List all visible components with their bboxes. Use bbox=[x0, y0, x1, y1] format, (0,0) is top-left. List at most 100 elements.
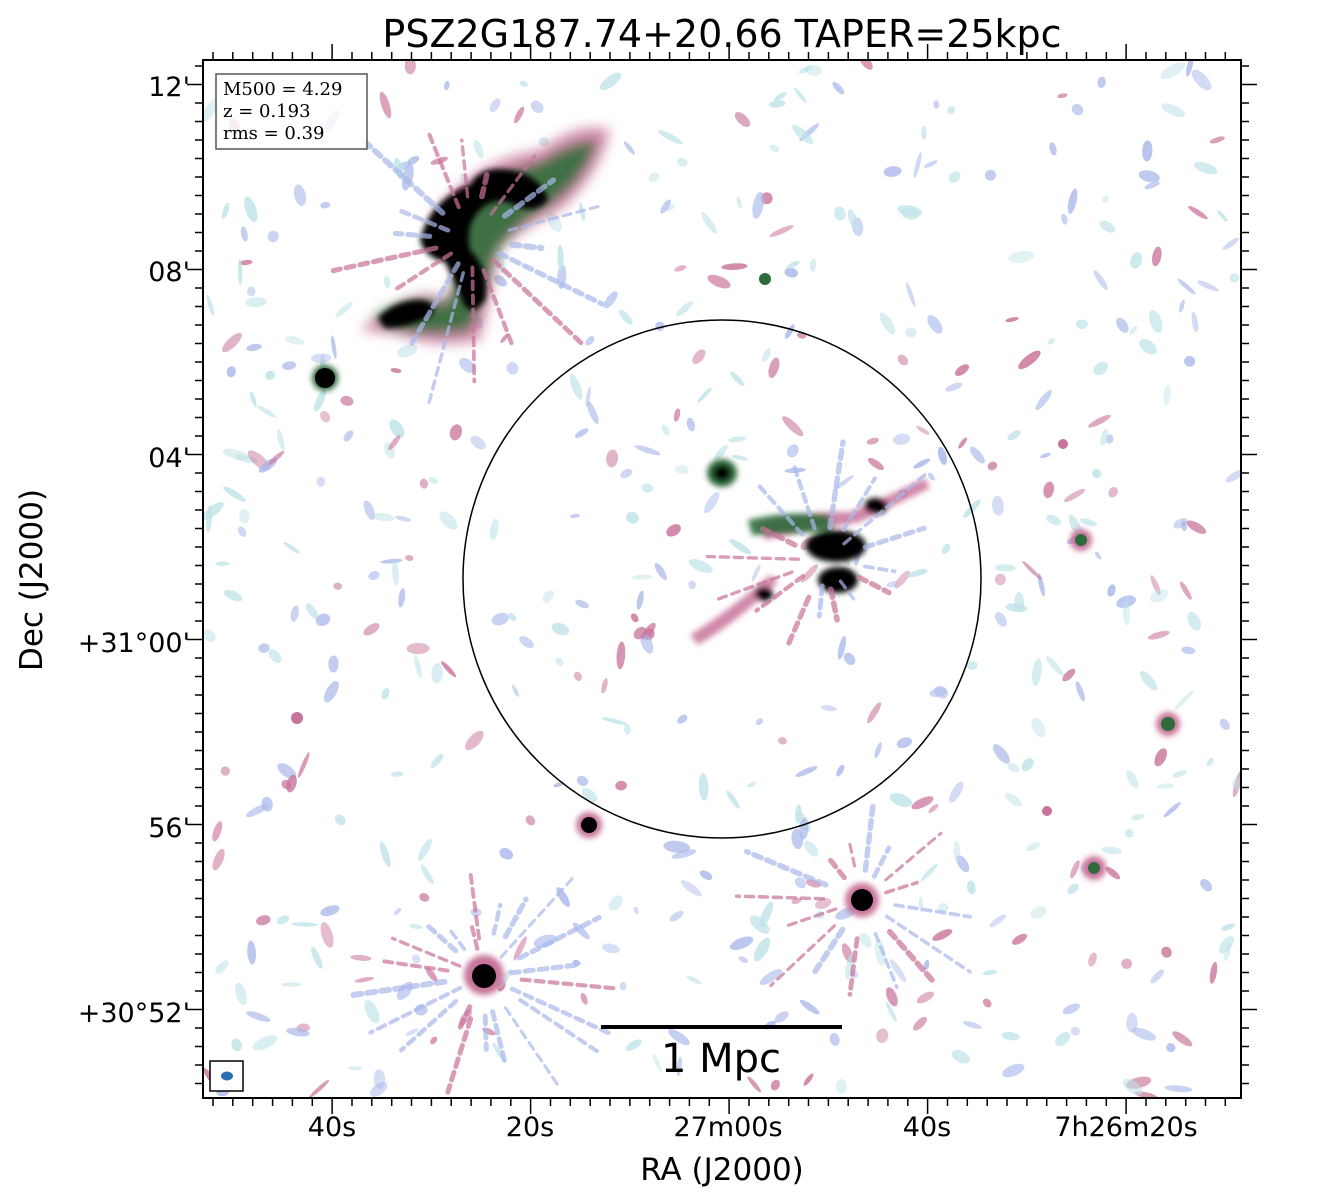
noise-blob bbox=[348, 1066, 363, 1071]
noise-blob bbox=[1191, 69, 1212, 91]
noise-blob bbox=[1197, 280, 1219, 292]
info-box: M500 = 4.29 z = 0.193 rms = 0.39 bbox=[215, 73, 368, 150]
noise-blob bbox=[928, 804, 939, 813]
noise-blob bbox=[363, 623, 380, 636]
noise-blob bbox=[1076, 319, 1088, 330]
noise-blob bbox=[1005, 792, 1023, 807]
noise-blob bbox=[759, 969, 782, 986]
noise-blob bbox=[1130, 252, 1143, 269]
noise-blob bbox=[911, 796, 934, 810]
artefact-spoke bbox=[754, 573, 806, 613]
noise-blob bbox=[398, 588, 406, 608]
noise-blob bbox=[1148, 309, 1163, 333]
noise-blob bbox=[896, 737, 913, 749]
noise-blob bbox=[762, 347, 771, 362]
noise-blob bbox=[555, 657, 564, 666]
noise-blob bbox=[513, 936, 527, 961]
noise-blob bbox=[786, 260, 800, 269]
noise-blob bbox=[1102, 195, 1109, 203]
noise-blob bbox=[1154, 748, 1168, 767]
noise-blob bbox=[792, 124, 814, 145]
noise-blob bbox=[224, 589, 243, 602]
noise-blob bbox=[405, 1028, 419, 1036]
noise-blob bbox=[992, 744, 1010, 764]
noise-blob bbox=[636, 590, 644, 610]
noise-blob bbox=[795, 766, 818, 777]
noise-blob bbox=[419, 893, 430, 902]
noise-blob bbox=[951, 1049, 970, 1064]
artefact-spoke bbox=[481, 268, 516, 350]
noise-blob bbox=[603, 291, 618, 309]
noise-blob bbox=[320, 922, 334, 948]
noise-blob bbox=[794, 804, 802, 824]
noise-blob bbox=[994, 573, 1006, 586]
noise-blob bbox=[738, 956, 749, 963]
noise-blob bbox=[982, 998, 992, 1008]
noise-blob bbox=[704, 492, 720, 514]
noise-blob bbox=[634, 445, 661, 456]
noise-blob bbox=[916, 426, 930, 435]
noise-blob bbox=[419, 478, 429, 489]
noise-blob bbox=[876, 1028, 889, 1044]
noise-blob bbox=[1075, 681, 1085, 702]
artefact-spoke bbox=[824, 853, 847, 881]
noise-blob bbox=[885, 1001, 897, 1023]
noise-blob bbox=[323, 680, 339, 703]
noise-blob bbox=[1218, 936, 1235, 954]
noise-blob bbox=[222, 332, 242, 353]
artefact-spoke bbox=[791, 462, 817, 531]
noise-blob bbox=[728, 436, 746, 443]
noise-blob bbox=[335, 301, 353, 318]
noise-blob bbox=[212, 848, 225, 871]
noise-blob bbox=[256, 915, 271, 926]
noise-blob bbox=[226, 366, 236, 378]
artefact-spoke bbox=[501, 177, 557, 219]
noise-blob bbox=[1079, 518, 1098, 527]
noise-blob bbox=[328, 655, 339, 673]
noise-blob bbox=[601, 717, 628, 725]
noise-blob bbox=[800, 564, 819, 583]
artefact-spoke bbox=[886, 928, 938, 986]
noise-blob bbox=[707, 274, 731, 289]
noise-blob bbox=[293, 184, 307, 206]
noise-blob bbox=[240, 226, 248, 242]
noise-blob bbox=[277, 915, 290, 925]
artefact-spoke bbox=[841, 476, 877, 532]
noise-blob bbox=[380, 558, 403, 564]
noise-blob bbox=[1144, 181, 1160, 190]
artefact-spoke bbox=[827, 439, 846, 531]
noise-blob bbox=[409, 924, 423, 930]
noise-blob bbox=[394, 907, 402, 916]
artefact-spoke bbox=[502, 896, 529, 940]
noise-blob bbox=[237, 526, 247, 537]
noise-blob bbox=[661, 424, 670, 436]
noise-blob bbox=[585, 386, 591, 407]
noise-blob bbox=[1193, 161, 1218, 175]
noise-blob bbox=[276, 428, 285, 451]
noise-blob bbox=[206, 294, 214, 316]
noise-blob bbox=[859, 932, 872, 948]
noise-blob bbox=[623, 141, 636, 155]
noise-blob bbox=[1108, 487, 1118, 498]
noise-blob bbox=[1188, 205, 1208, 220]
beam-ellipse bbox=[221, 1071, 233, 1081]
noise-blob bbox=[602, 943, 620, 954]
noise-blob bbox=[277, 763, 297, 780]
noise-blob bbox=[736, 196, 742, 209]
noise-blob bbox=[1179, 299, 1185, 313]
noise-blob bbox=[1100, 428, 1109, 446]
info-redshift: z = 0.193 bbox=[223, 101, 311, 122]
beam-indicator bbox=[209, 1060, 244, 1092]
noise-blob bbox=[354, 977, 375, 983]
noise-blob bbox=[1173, 518, 1188, 529]
noise-blob bbox=[1043, 481, 1055, 499]
x-tick-label: 27m00s bbox=[673, 1112, 782, 1143]
noise-blob bbox=[267, 230, 279, 243]
noise-blob bbox=[804, 840, 819, 857]
noise-blob bbox=[660, 199, 672, 214]
noise-blob bbox=[538, 137, 550, 147]
noise-blob bbox=[291, 922, 319, 927]
artefact-spoke bbox=[893, 903, 973, 919]
y-tick-label: +31°00' bbox=[78, 628, 190, 659]
noise-blob bbox=[265, 370, 276, 380]
